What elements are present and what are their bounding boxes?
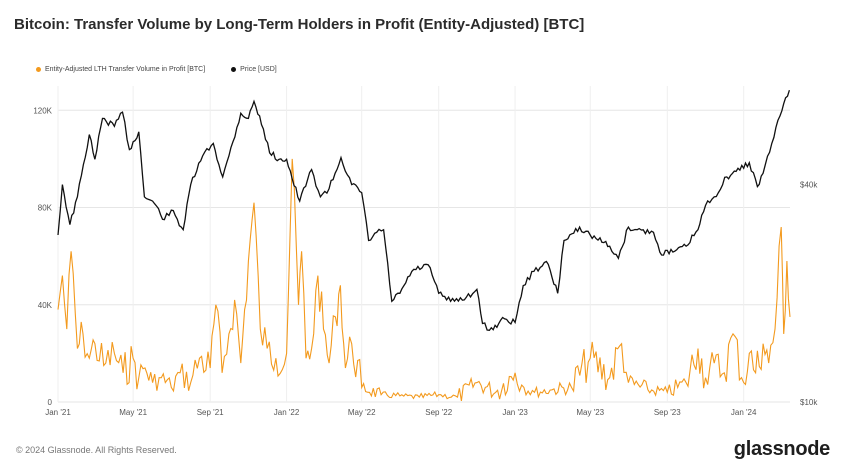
legend-item-price[interactable]: Price [USD] [231, 66, 277, 73]
glassnode-logo: glassnode [733, 438, 831, 460]
y-left-tick-label: 80K [38, 204, 53, 213]
chart-legend: Entity-Adjusted LTH Transfer Volume in P… [36, 66, 277, 73]
x-tick-label: May '23 [576, 408, 604, 417]
series-line-price [57, 90, 791, 331]
legend-swatch-volume [36, 67, 41, 72]
legend-item-volume[interactable]: Entity-Adjusted LTH Transfer Volume in P… [36, 66, 205, 73]
x-tick-label: Jan '21 [45, 408, 71, 417]
x-tick-label: May '21 [119, 408, 147, 417]
y-left-tick-label: 120K [33, 106, 52, 115]
copyright-footer: © 2024 Glassnode. All Rights Reserved. [16, 445, 177, 455]
x-tick-label: Jan '22 [274, 408, 300, 417]
legend-label-price: Price [USD] [240, 66, 277, 73]
legend-swatch-price [231, 67, 237, 72]
x-tick-label: May '22 [348, 408, 376, 417]
x-tick-label: Sep '21 [197, 408, 224, 417]
x-tick-label: Sep '23 [654, 408, 681, 417]
series-line-lth-volume [57, 158, 791, 401]
y-right-tick-label: $40k [800, 181, 818, 190]
y-right-tick-label: $10k [800, 398, 818, 407]
y-left-tick-label: 0 [48, 398, 53, 407]
legend-label-volume: Entity-Adjusted LTH Transfer Volume in P… [45, 66, 206, 73]
x-tick-label: Sep '22 [425, 408, 452, 417]
y-axis-left: 0 40K 80K 120K [33, 106, 52, 407]
x-tick-label: Jan '24 [731, 408, 757, 417]
x-tick-label: Jan '23 [502, 408, 528, 417]
y-axis-right: $10k $40k [800, 181, 818, 407]
x-axis: Jan '21 May '21 Sep '21 Jan '22 May '22 Sep '… [45, 408, 757, 417]
chart-title: Bitcoin: Transfer Volume by Long-Term Ho… [14, 16, 585, 33]
y-left-tick-label: 40K [38, 301, 53, 310]
chart-grid [57, 86, 790, 403]
